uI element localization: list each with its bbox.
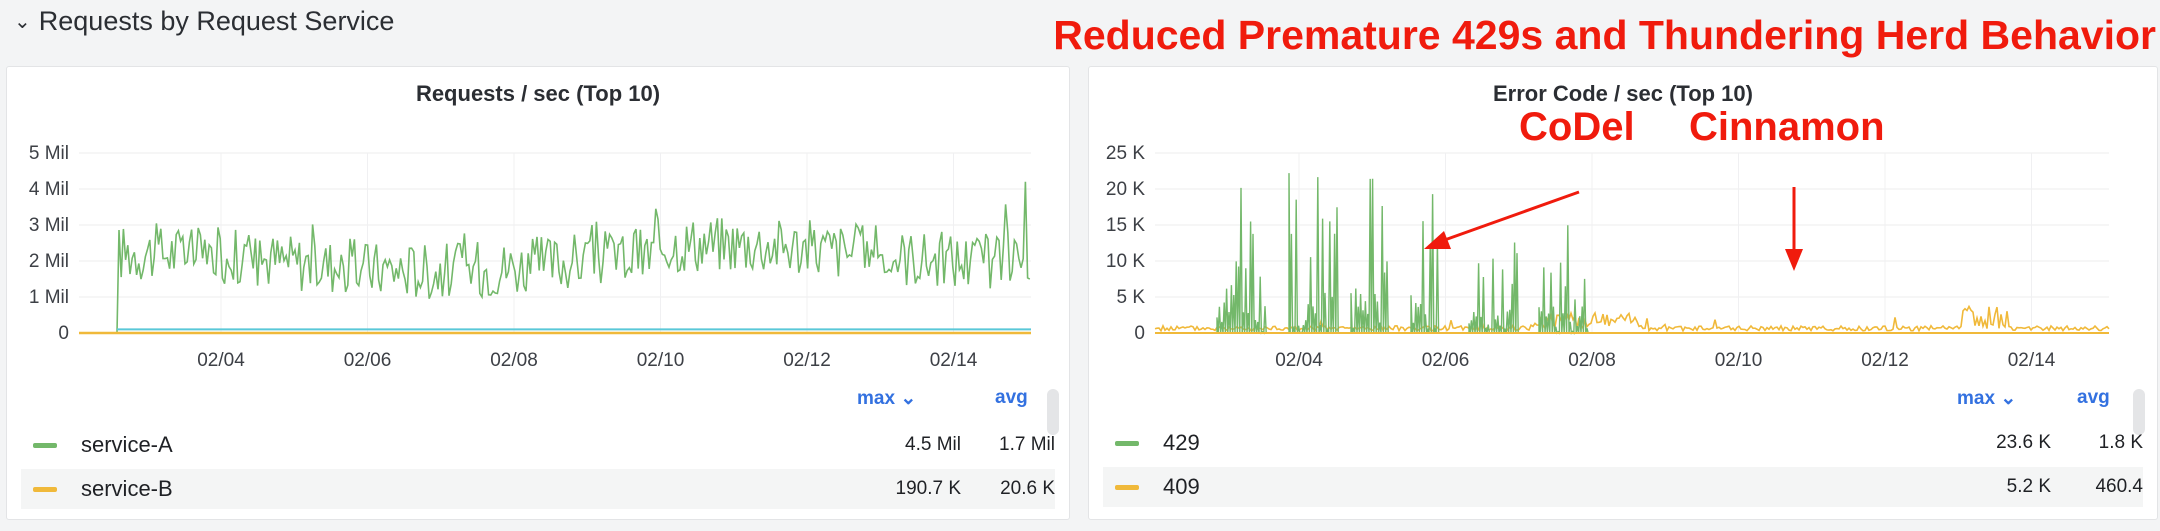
chevron-down-icon: ⌄	[900, 388, 917, 409]
row-title: Requests by Request Service	[38, 6, 395, 36]
series-name: 409	[1163, 474, 1200, 499]
legend-row[interactable]: service-A 4.5 Mil 1.7 Mil	[21, 425, 1055, 465]
x-tick-label: 02/12	[1861, 350, 1909, 367]
annotation-arrowhead	[1424, 231, 1451, 249]
x-tick-label: 02/08	[490, 350, 538, 367]
legend-scrollbar[interactable]	[1047, 389, 1059, 435]
series-avg: 20.6 K	[1000, 478, 1055, 499]
series-avg: 1.8 K	[2098, 432, 2143, 453]
legend-max-header[interactable]: max ⌄	[857, 388, 917, 409]
series-avg: 1.7 Mil	[999, 434, 1055, 455]
y-tick-label: 5 Mil	[29, 143, 69, 164]
y-tick-label: 0	[1134, 323, 1145, 344]
x-tick-label: 02/08	[1568, 350, 1616, 367]
series-name: service-B	[81, 476, 173, 501]
x-tick-label: 02/04	[1275, 350, 1323, 367]
requests-chart[interactable]: 5 Mil 4 Mil 3 Mil 2 Mil 1 Mil 0 02/04 02/06 02/0…	[7, 67, 1069, 367]
error-code-panel: Error Code / sec (Top 10) 25 K 20 K 15 K 10…	[1088, 66, 2158, 520]
legend-row[interactable]: 429 23.6 K 1.8 K	[1103, 423, 2143, 463]
series-line-429	[1538, 225, 1589, 335]
y-tick-label: 0	[58, 323, 69, 344]
requests-panel: Requests / sec (Top 10) 5 Mil 4 Mil 3 Mil 2…	[6, 66, 1070, 520]
y-tick-label: 20 K	[1106, 179, 1145, 200]
headline-annotation: Reduced Premature 429s and Thundering He…	[1053, 12, 2156, 58]
series-name: 429	[1163, 430, 1200, 455]
legend-avg-header[interactable]: avg	[995, 387, 1028, 408]
y-tick-label: 2 Mil	[29, 251, 69, 272]
series-swatch	[33, 442, 57, 448]
y-tick-label: 1 Mil	[29, 287, 69, 308]
annotation-arrow	[1438, 190, 1580, 244]
y-tick-label: 5 K	[1116, 287, 1145, 308]
series-line-429	[1468, 242, 1519, 334]
series-line-429	[1410, 194, 1440, 334]
series-name: service-A	[81, 432, 173, 457]
legend-row[interactable]: service-B 190.7 K 20.6 K	[21, 469, 1055, 509]
error-code-chart[interactable]: 25 K 20 K 15 K 10 K 5 K 0 02/04 02/06 02/08 02/10…	[1089, 67, 2157, 367]
x-tick-label: 02/12	[783, 350, 831, 367]
x-tick-label: 02/10	[637, 350, 685, 367]
series-avg: 460.4	[2095, 476, 2143, 497]
x-tick-label: 02/10	[1715, 350, 1763, 367]
series-line-service-A	[79, 181, 1031, 334]
x-tick-label: 02/14	[2008, 350, 2056, 367]
series-swatch	[33, 486, 57, 492]
annotation-arrowhead	[1785, 249, 1803, 271]
x-tick-label: 02/06	[1422, 350, 1470, 367]
chevron-down-icon: ⌄	[2000, 388, 2017, 409]
series-max: 4.5 Mil	[905, 434, 961, 455]
y-tick-label: 3 Mil	[29, 215, 69, 236]
row-header[interactable]: ⌄ Requests by Request Service	[14, 6, 394, 37]
series-line-429	[1288, 173, 1339, 335]
x-tick-label: 02/06	[344, 350, 392, 367]
series-max: 23.6 K	[1996, 432, 2051, 453]
legend-avg-header[interactable]: avg	[2077, 387, 2110, 408]
y-tick-label: 10 K	[1106, 251, 1145, 272]
series-max: 190.7 K	[895, 478, 962, 499]
series-swatch	[1115, 484, 1139, 490]
legend-scrollbar[interactable]	[2133, 389, 2145, 435]
panel-title[interactable]: Error Code / sec (Top 10)	[1493, 81, 1753, 106]
annotation-codel: CoDel	[1519, 105, 1635, 149]
legend-max-header[interactable]: max ⌄	[1957, 388, 2017, 409]
annotation-cinnamon: Cinnamon	[1689, 105, 1885, 149]
series-line-429	[1216, 187, 1267, 335]
series-swatch	[1115, 440, 1139, 446]
y-tick-label: 15 K	[1106, 215, 1145, 236]
y-tick-label: 25 K	[1106, 143, 1145, 164]
y-tick-label: 4 Mil	[29, 179, 69, 200]
chevron-down-icon[interactable]: ⌄	[14, 11, 31, 33]
legend-row[interactable]: 409 5.2 K 460.4	[1103, 467, 2143, 507]
series-line-429	[1350, 178, 1389, 334]
x-tick-label: 02/14	[930, 350, 978, 367]
series-max: 5.2 K	[2006, 476, 2051, 497]
panel-title[interactable]: Requests / sec (Top 10)	[415, 81, 661, 106]
x-tick-label: 02/04	[197, 350, 245, 367]
